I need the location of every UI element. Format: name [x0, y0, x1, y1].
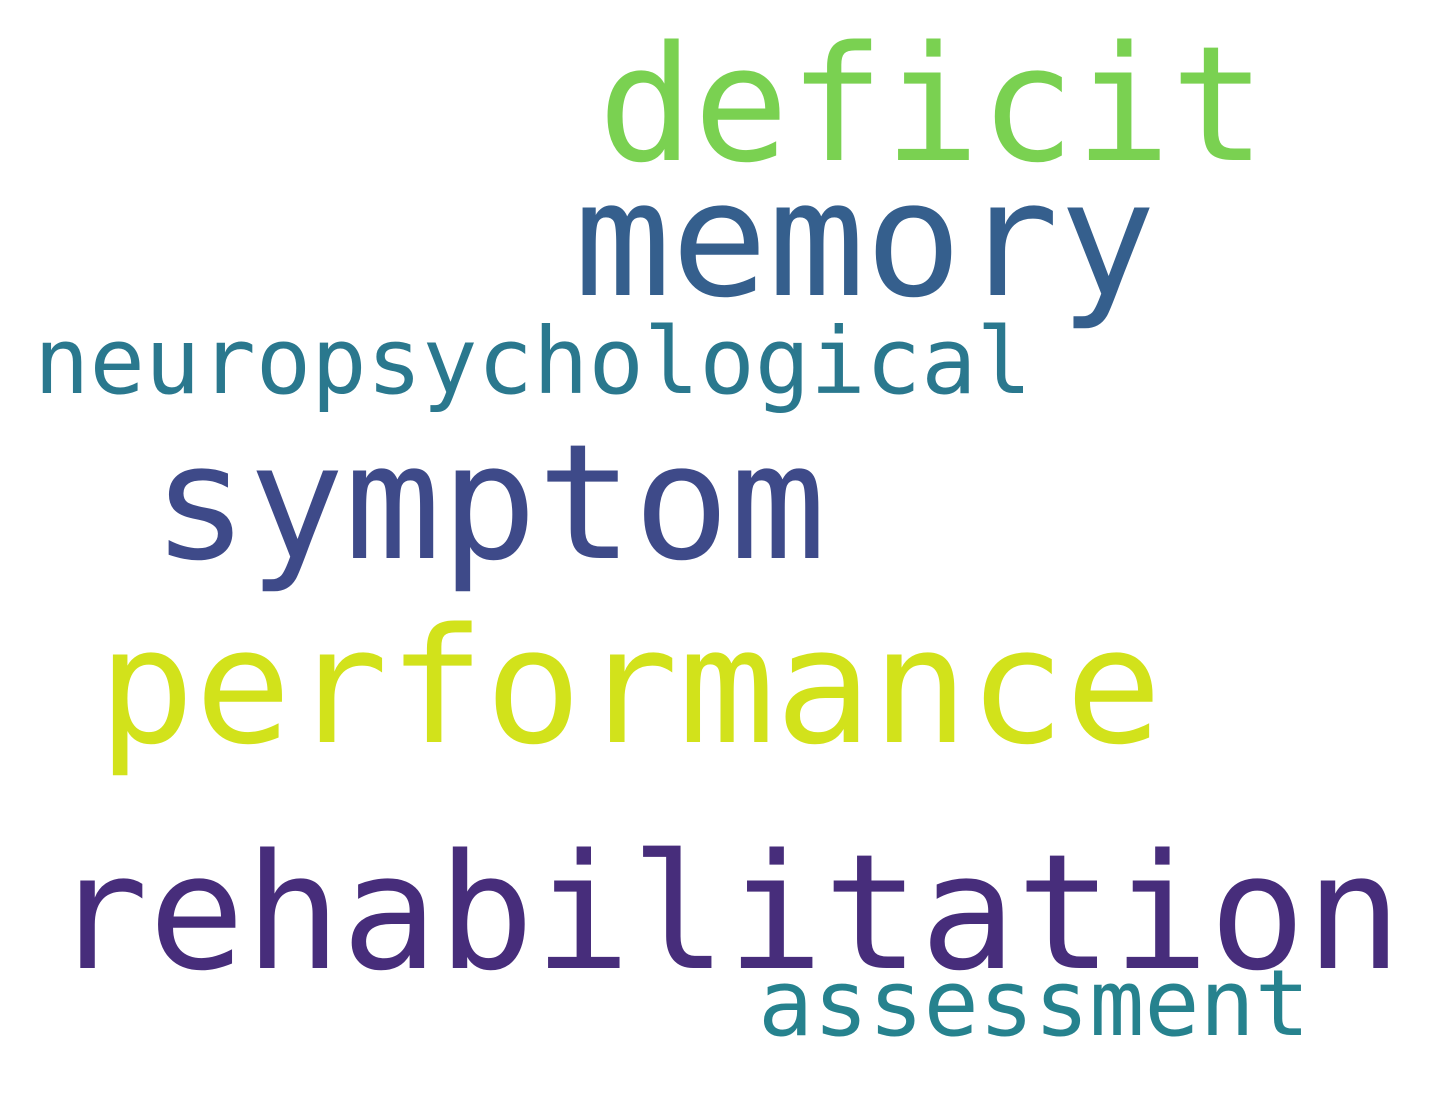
word: deficit [598, 11, 1266, 198]
word: performance [98, 593, 1162, 780]
word: neuropsychological [34, 308, 1032, 415]
word: rehabilitation [52, 819, 1402, 1006]
word: memory [574, 146, 1156, 333]
word: assessment [758, 950, 1310, 1057]
word: symptom [152, 409, 826, 596]
